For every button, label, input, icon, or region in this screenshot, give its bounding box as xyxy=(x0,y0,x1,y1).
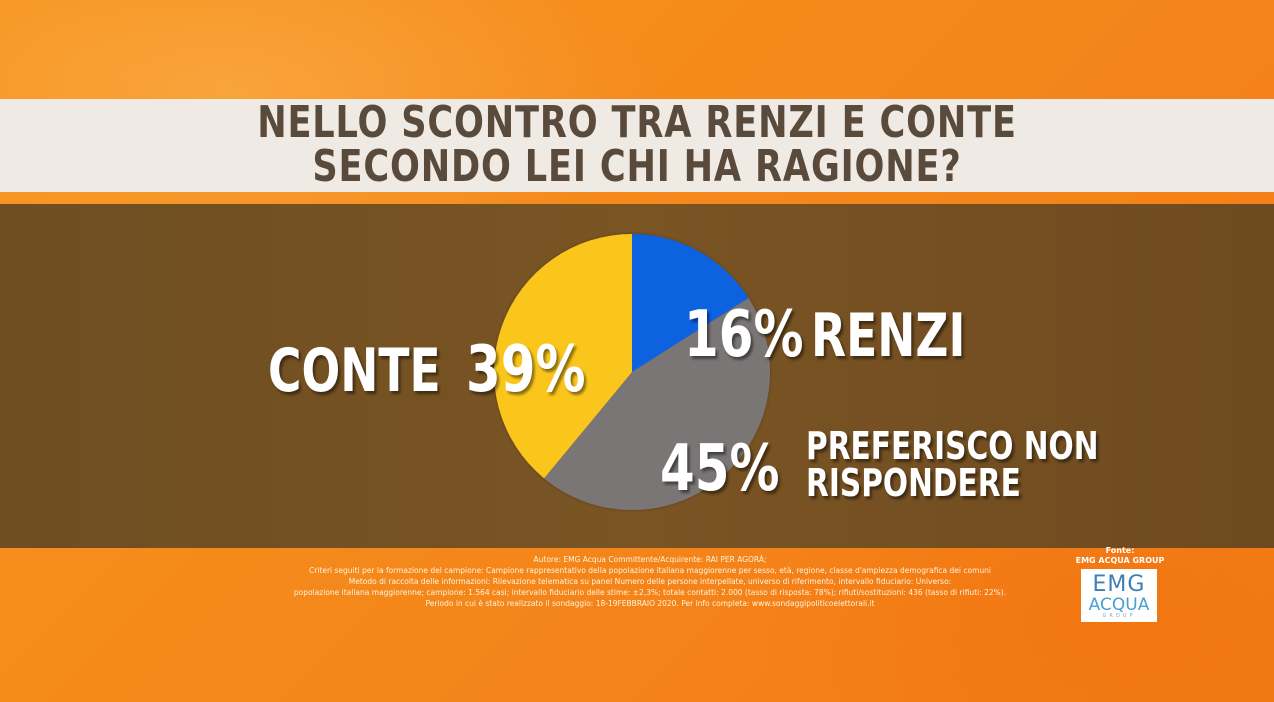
methodology-footer: Autore: EMG Acqua Committente/Acquirente… xyxy=(240,554,1060,609)
slice-label-non-rispondere-line-2: RISPONDERE xyxy=(806,461,1021,505)
emg-acqua-logo: EMG ACQUA GROUP xyxy=(1081,569,1157,622)
slice-label-non-rispondere-line-1: PREFERISCO NON xyxy=(806,424,1099,468)
footer-line: Metodo di raccolta delle informazioni: R… xyxy=(348,577,952,586)
logo-acqua-text: ACQUA xyxy=(1088,595,1150,615)
source-label-line-2: EMG ACQUA GROUP xyxy=(1075,556,1165,565)
source-label: Fonte: EMG ACQUA GROUP xyxy=(1075,546,1165,566)
slice-label-non-rispondere: PREFERISCO NON RISPONDERE xyxy=(806,424,1099,505)
logo-group-text: GROUP xyxy=(1102,613,1136,619)
slice-label-conte: CONTE xyxy=(268,336,441,406)
footer-line: Autore: EMG Acqua Committente/Acquirente… xyxy=(533,555,767,564)
source-label-line-1: Fonte: xyxy=(1105,546,1135,555)
pie-slice-renzi xyxy=(632,234,749,372)
footer-line: Periodo in cui è stato realizzato il son… xyxy=(425,599,875,608)
footer-line: popolazione italiana maggiorenne; campio… xyxy=(293,588,1007,597)
slice-value-conte: 39% xyxy=(466,333,586,407)
slice-value-non-rispondere: 45% xyxy=(660,432,780,506)
footer-line: Criteri seguiti per la formazione del ca… xyxy=(309,566,991,575)
logo-emg-text: EMG xyxy=(1092,572,1146,597)
pie-slice-preferisco-non-rispondere xyxy=(544,298,771,511)
chart-title: NELLO SCONTRO TRA RENZI E CONTE SECONDO … xyxy=(127,101,1146,189)
slice-label-renzi: RENZI xyxy=(811,301,966,371)
slice-value-renzi: 16% xyxy=(684,298,804,372)
chart-title-line-1: NELLO SCONTRO TRA RENZI E CONTE xyxy=(257,97,1017,148)
title-band xyxy=(0,99,1274,192)
chart-title-line-2: SECONDO LEI CHI HA RAGIONE? xyxy=(312,141,962,192)
pie-slice-conte xyxy=(493,234,632,479)
